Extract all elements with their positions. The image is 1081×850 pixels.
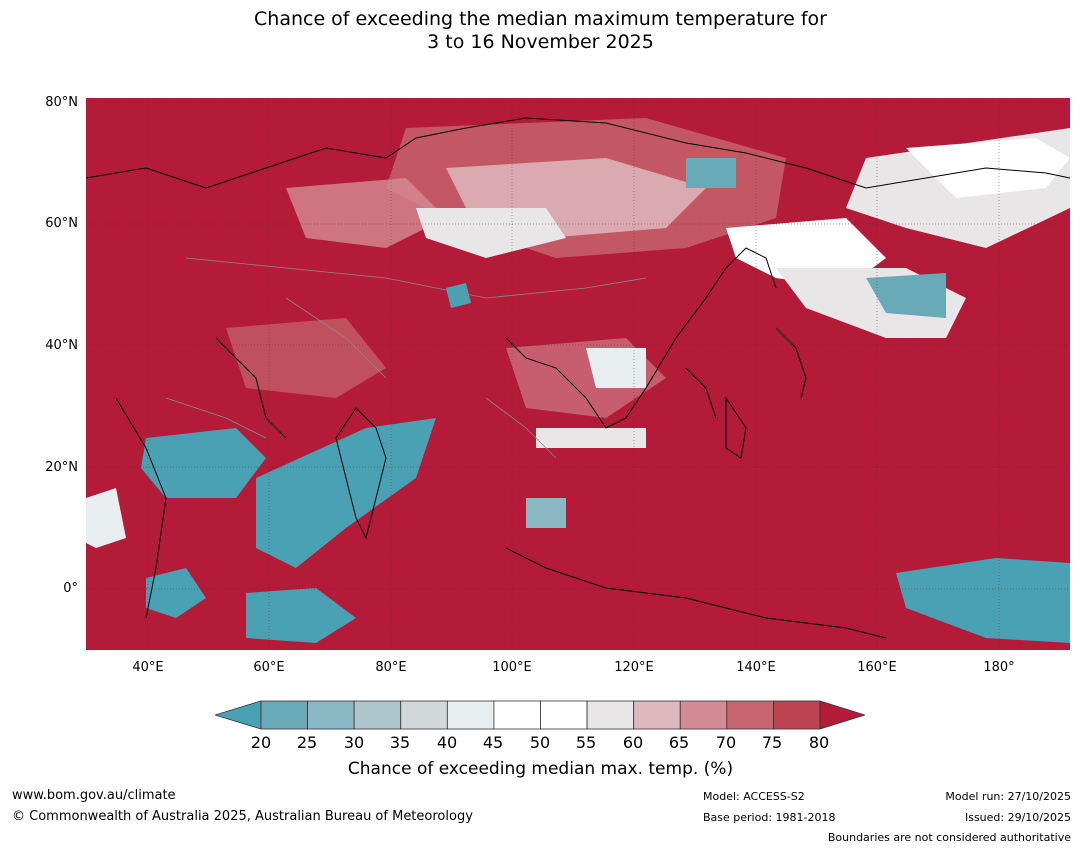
title-line-2: 3 to 16 November 2025	[427, 31, 654, 53]
colorbar-high-extend	[819, 700, 865, 730]
colorbar-tick-75: 75	[761, 733, 783, 752]
colorbar-box	[260, 700, 308, 730]
colorbar-tick-70: 70	[715, 733, 737, 752]
colorbar-tick-30: 30	[343, 733, 365, 752]
colorbar-tick-55: 55	[575, 733, 597, 752]
colorbar-box	[353, 700, 402, 730]
colorbar-tick-80: 80	[808, 733, 830, 752]
lat-label-0: 0°	[63, 581, 78, 596]
colorbar-tick-40: 40	[436, 733, 458, 752]
colorbar-tick-60: 60	[622, 733, 644, 752]
lat-label-20n: 20°N	[45, 460, 78, 475]
colorbar-tick-65: 65	[668, 733, 690, 752]
probability-map	[86, 98, 1070, 650]
colorbar-box	[446, 700, 495, 730]
lon-label-80e: 80°E	[375, 660, 407, 675]
lat-label-40n: 40°N	[45, 338, 78, 353]
colorbar-tick-20: 20	[250, 733, 272, 752]
colorbar-tick-25: 25	[296, 733, 318, 752]
issued-text: Issued: 29/10/2025	[964, 811, 1071, 824]
copyright-text: © Commonwealth of Australia 2025, Austra…	[12, 809, 473, 824]
lat-label-60n: 60°N	[45, 216, 78, 231]
coastlines	[86, 117, 1070, 639]
lon-label-120e: 120°E	[614, 660, 654, 675]
map-shading	[86, 98, 1070, 650]
lon-label-60e: 60°E	[253, 660, 285, 675]
lon-label-160e: 160°E	[857, 660, 897, 675]
lon-label-40e: 40°E	[132, 660, 164, 675]
chart-title: Chance of exceeding the median maximum t…	[0, 8, 1081, 54]
model-text: Model: ACCESS-S2	[703, 790, 805, 803]
gridlines	[86, 98, 1070, 650]
colorbar-box	[400, 700, 448, 730]
title-line-1: Chance of exceeding the median maximum t…	[254, 8, 827, 30]
colorbar-box	[679, 700, 728, 730]
model-run-text: Model run: 27/10/2025	[945, 790, 1071, 803]
disclaimer-text: Boundaries are not considered authoritat…	[827, 831, 1071, 844]
lat-label-80n: 80°N	[45, 95, 78, 110]
colorbar-box	[726, 700, 774, 730]
colorbar-box	[493, 700, 541, 730]
colorbar-tick-50: 50	[529, 733, 551, 752]
colorbar-box	[773, 700, 821, 730]
colorbar-tick-45: 45	[482, 733, 504, 752]
borders	[165, 257, 647, 459]
colorbar-box	[633, 700, 681, 730]
colorbar-boxes	[260, 700, 821, 730]
colorbar-box	[307, 700, 355, 730]
lon-label-100e: 100°E	[492, 660, 532, 675]
base-period-text: Base period: 1981-2018	[703, 811, 836, 824]
colorbar-box	[586, 700, 635, 730]
colorbar-low-extend	[215, 700, 262, 730]
lon-label-140e: 140°E	[736, 660, 776, 675]
colorbar-label: Chance of exceeding median max. temp. (%…	[347, 759, 734, 779]
website-link[interactable]: www.bom.gov.au/climate	[12, 788, 176, 803]
colorbar	[215, 700, 865, 730]
colorbar-tick-35: 35	[389, 733, 411, 752]
colorbar-box	[540, 700, 588, 730]
lon-label-180: 180°	[983, 660, 1015, 675]
